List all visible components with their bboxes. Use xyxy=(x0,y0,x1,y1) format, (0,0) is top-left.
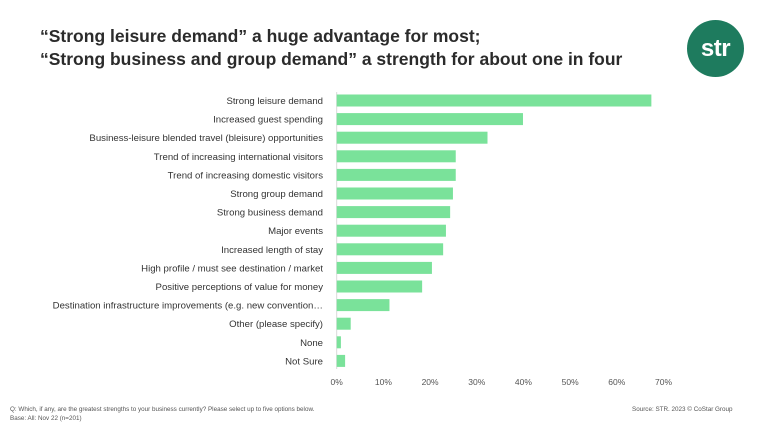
bar xyxy=(336,336,341,349)
category-label: Strong business demand xyxy=(217,208,323,219)
x-tick-label: 60% xyxy=(608,377,625,387)
category-label: Increased length of stay xyxy=(221,245,323,256)
str-logo: str xyxy=(687,20,744,77)
category-label: Destination infrastructure improvements … xyxy=(53,301,323,312)
bar xyxy=(336,168,456,181)
category-label: Not Sure xyxy=(285,356,323,367)
category-label: None xyxy=(300,338,323,349)
x-tick-label: 0% xyxy=(331,377,344,387)
bar xyxy=(336,317,351,330)
category-label: Strong leisure demand xyxy=(226,96,323,107)
category-label: High profile / must see destination / ma… xyxy=(141,263,323,274)
category-label: Strong group demand xyxy=(230,189,323,200)
category-label: Business-leisure blended travel (bleisur… xyxy=(89,133,323,144)
category-label: Positive perceptions of value for money xyxy=(156,282,324,293)
bar xyxy=(336,243,444,256)
category-label: Increased guest spending xyxy=(213,115,323,126)
bar xyxy=(336,150,456,163)
x-tick-label: 50% xyxy=(562,377,579,387)
category-label: Trend of increasing international visito… xyxy=(154,152,323,163)
footnote-question: Q: Which, if any, are the greatest stren… xyxy=(10,406,315,413)
bar xyxy=(336,131,488,144)
category-label: Other (please specify) xyxy=(229,319,323,330)
category-label: Trend of increasing domestic visitors xyxy=(168,170,324,181)
x-tick-label: 10% xyxy=(375,377,392,387)
x-tick-label: 70% xyxy=(655,377,672,387)
bar xyxy=(336,113,523,126)
bar xyxy=(336,206,451,219)
bar xyxy=(336,94,652,107)
bar xyxy=(336,224,446,237)
category-label: Major events xyxy=(268,226,323,237)
bar xyxy=(336,354,346,367)
bar xyxy=(336,299,390,312)
source-note: Source: STR. 2023 © CoStar Group xyxy=(632,406,733,413)
bar xyxy=(336,261,432,274)
footnote-base: Base: All: Nov 22 (n=201) xyxy=(10,415,82,422)
title-line-2: “Strong business and group demand” a str… xyxy=(40,49,623,69)
x-tick-label: 40% xyxy=(515,377,532,387)
logo-text: str xyxy=(700,34,731,62)
bar xyxy=(336,187,453,200)
title-line-1: “Strong leisure demand” a huge advantage… xyxy=(40,26,481,46)
bar xyxy=(336,280,423,293)
x-tick-label: 20% xyxy=(422,377,439,387)
x-tick-label: 30% xyxy=(468,377,485,387)
